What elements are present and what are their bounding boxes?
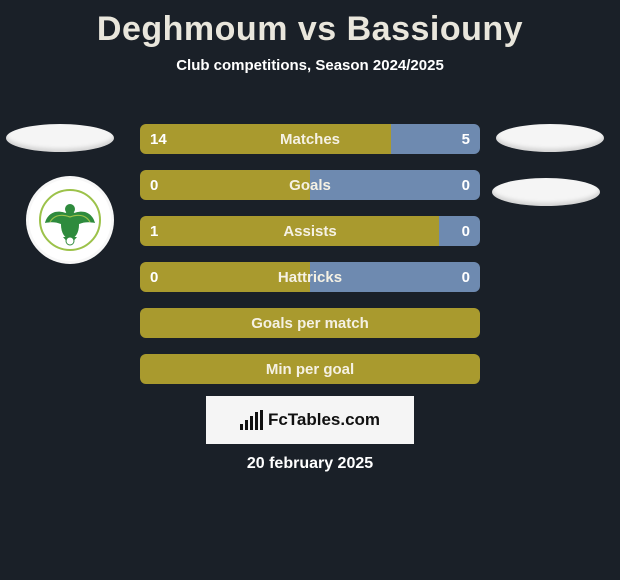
stat-row: 00Goals <box>140 170 480 200</box>
stat-value-right: 0 <box>452 262 480 292</box>
stat-value-left: 1 <box>140 216 168 246</box>
stat-value-left: 0 <box>140 170 168 200</box>
watermark: FcTables.com <box>206 396 414 444</box>
left-ellipse-icon <box>6 124 114 152</box>
eagle-crest-icon <box>35 185 105 255</box>
stat-bar-full <box>140 354 480 384</box>
right-ellipse-bottom-icon <box>492 178 600 206</box>
team-badge <box>26 176 114 264</box>
stat-value-left: 0 <box>140 262 168 292</box>
bars-icon <box>240 410 262 430</box>
stat-row: Goals per match <box>140 308 480 338</box>
stat-bar-full <box>140 308 480 338</box>
stat-value-left: 14 <box>140 124 177 154</box>
stat-row: 145Matches <box>140 124 480 154</box>
stat-value-right: 5 <box>452 124 480 154</box>
stat-bar-left <box>140 124 391 154</box>
footer-date: 20 february 2025 <box>0 455 620 473</box>
stat-bar-left <box>140 216 439 246</box>
stat-row: 10Assists <box>140 216 480 246</box>
stat-row: 00Hattricks <box>140 262 480 292</box>
stats-container: 145Matches00Goals10Assists00HattricksGoa… <box>140 124 480 400</box>
watermark-text: FcTables.com <box>268 410 380 430</box>
right-ellipse-top-icon <box>496 124 604 152</box>
stat-row: Min per goal <box>140 354 480 384</box>
stat-value-right: 0 <box>452 216 480 246</box>
page-subtitle: Club competitions, Season 2024/2025 <box>0 57 620 74</box>
page-title: Deghmoum vs Bassiouny <box>0 0 620 49</box>
stat-value-right: 0 <box>452 170 480 200</box>
